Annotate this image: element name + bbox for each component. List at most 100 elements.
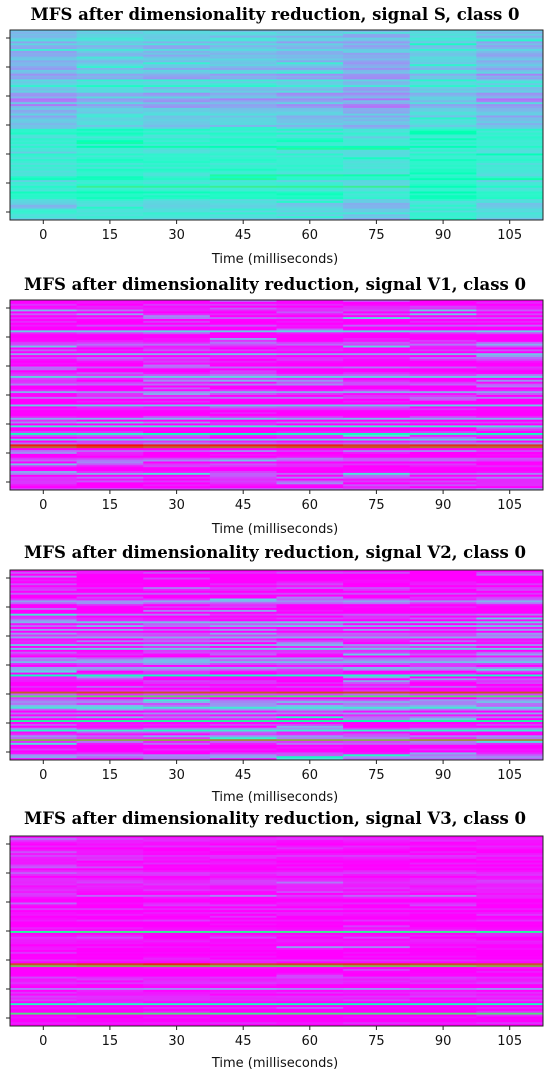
heatmap-cell xyxy=(10,708,78,711)
heatmap-cell xyxy=(10,938,78,941)
heatmap-cell xyxy=(209,651,277,654)
heatmap-cell xyxy=(276,623,344,626)
heatmap-cell xyxy=(10,722,78,725)
heatmap-cell xyxy=(276,187,344,190)
heatmap-cell xyxy=(76,406,144,409)
heatmap-cell xyxy=(343,957,411,960)
heatmap-cell xyxy=(476,606,544,609)
heatmap-cell xyxy=(76,58,144,61)
heatmap-cell xyxy=(10,68,78,71)
heatmap-cell xyxy=(343,482,411,485)
heatmap-cell xyxy=(409,587,477,590)
heatmap-cell xyxy=(76,571,144,575)
heatmap-cell xyxy=(409,106,477,109)
heatmap-cell xyxy=(276,115,344,118)
heatmap-cell xyxy=(476,855,544,858)
heatmap-cell xyxy=(276,71,344,75)
heatmap-cell xyxy=(276,208,344,211)
heatmap-cell xyxy=(343,720,411,723)
heatmap-cell xyxy=(276,874,344,877)
heatmap-cell xyxy=(209,111,277,114)
heatmap-cell xyxy=(209,634,277,637)
heatmap-cell xyxy=(76,35,144,38)
heatmap-cell xyxy=(276,119,344,122)
heatmap-cell xyxy=(343,837,411,841)
heatmap-cell xyxy=(76,651,144,654)
heatmap-cell xyxy=(209,746,277,749)
heatmap-cell xyxy=(276,754,344,757)
heatmap-cell xyxy=(276,587,344,590)
heatmap-cell xyxy=(143,866,211,869)
heatmap-cell xyxy=(209,891,277,894)
heatmap-cell xyxy=(10,589,78,592)
heatmap-cell xyxy=(76,972,144,976)
heatmap-cell xyxy=(409,343,477,346)
heatmap-cell xyxy=(409,147,477,151)
heatmap-cell xyxy=(76,81,144,84)
heatmap-cell xyxy=(476,339,544,343)
heatmap-cell xyxy=(76,166,144,170)
heatmap-cell xyxy=(143,201,211,204)
heatmap-cell xyxy=(476,75,544,78)
heatmap-cell xyxy=(143,472,211,476)
heatmap-cell xyxy=(143,128,211,132)
heatmap-cell xyxy=(276,387,344,390)
heatmap-cell xyxy=(476,727,544,730)
heatmap-cell xyxy=(476,197,544,200)
heatmap-cell xyxy=(76,30,144,33)
heatmap-cell xyxy=(76,417,144,421)
heatmap-cell xyxy=(10,665,78,668)
heatmap-cell xyxy=(476,183,544,187)
heatmap-cell xyxy=(343,461,411,464)
heatmap-cell xyxy=(209,874,277,877)
heatmap-cell xyxy=(343,446,411,449)
heatmap-cell xyxy=(10,35,78,38)
heatmap-cell xyxy=(476,722,544,725)
heatmap-cell xyxy=(476,678,544,681)
heatmap-cell xyxy=(276,412,344,415)
heatmap-cell xyxy=(276,393,344,396)
heatmap-cell xyxy=(276,946,344,949)
heatmap-cell xyxy=(476,163,544,166)
heatmap-cell xyxy=(10,969,78,972)
heatmap-cell xyxy=(143,170,211,173)
heatmap-cell xyxy=(343,868,411,871)
heatmap-cell xyxy=(143,594,211,597)
heatmap-cell xyxy=(276,608,344,611)
heatmap-cell xyxy=(143,138,211,141)
heatmap-cell xyxy=(409,136,477,139)
heatmap-cell xyxy=(209,744,277,748)
heatmap-cell xyxy=(76,43,144,46)
heatmap-cell xyxy=(143,339,211,343)
heatmap-cell xyxy=(343,33,411,37)
heatmap-cell xyxy=(476,836,544,839)
heatmap-cell xyxy=(476,714,544,717)
heatmap-cell xyxy=(409,338,477,341)
heatmap-cell xyxy=(76,60,144,63)
heatmap-cell xyxy=(343,988,411,991)
heatmap-cell xyxy=(409,170,477,173)
heatmap-cell xyxy=(276,75,344,78)
heatmap-cell xyxy=(476,461,544,464)
heatmap-cell xyxy=(209,425,277,428)
heatmap-cell xyxy=(409,627,477,630)
heatmap-cell xyxy=(209,571,277,575)
heatmap-cell xyxy=(209,151,277,154)
heatmap-cell xyxy=(209,138,277,141)
heatmap-cell xyxy=(10,387,78,390)
heatmap-cell xyxy=(409,204,477,208)
heatmap-cell xyxy=(343,218,411,221)
x-tick-label: 0 xyxy=(39,768,47,783)
heatmap-cell xyxy=(476,995,544,998)
heatmap-cell xyxy=(409,678,477,681)
heatmap-cell xyxy=(409,596,477,599)
heatmap-cell xyxy=(476,689,544,692)
heatmap-cell xyxy=(209,123,277,126)
heatmap-cell xyxy=(143,43,211,46)
heatmap-cell xyxy=(276,381,344,384)
heatmap-cell xyxy=(209,197,277,200)
heatmap-cell xyxy=(76,102,144,105)
heatmap-cell xyxy=(10,701,78,704)
heatmap-cell xyxy=(476,208,544,211)
heatmap-cell xyxy=(276,1003,344,1006)
